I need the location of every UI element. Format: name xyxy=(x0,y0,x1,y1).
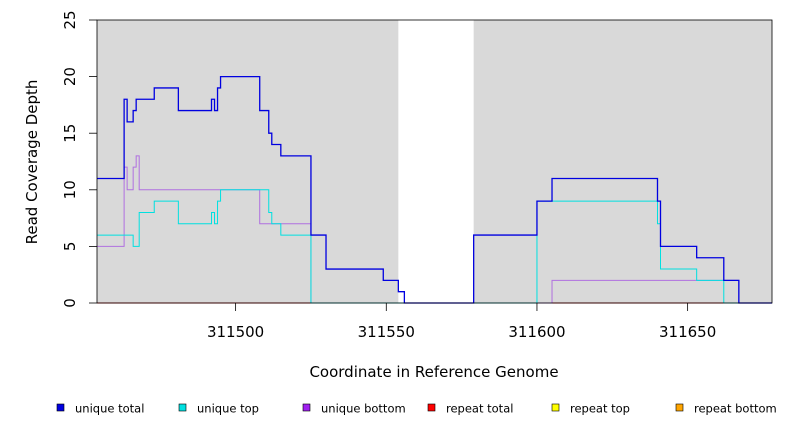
y-tick-label: 0 xyxy=(61,298,79,308)
x-axis: 311500 311550 311600 311650 xyxy=(207,303,716,341)
y-tick-label: 10 xyxy=(61,180,79,199)
y-tick-label: 20 xyxy=(61,67,79,86)
y-axis-title: Read Coverage Depth xyxy=(23,80,41,245)
legend: unique total unique top unique bottom repea… xyxy=(56,402,777,416)
legend-label: unique bottom xyxy=(321,402,406,416)
legend-swatch xyxy=(302,403,311,412)
legend-label: repeat top xyxy=(570,402,630,416)
y-tick-label: 25 xyxy=(61,10,79,29)
series-unique-total xyxy=(97,75,772,304)
legend-swatch xyxy=(675,403,684,412)
legend-item-unique-total: unique total xyxy=(56,402,144,416)
legend-label: repeat total xyxy=(446,402,513,416)
legend-swatch xyxy=(178,403,187,412)
y-tick-label: 15 xyxy=(61,124,79,143)
x-tick-label: 311650 xyxy=(659,323,716,341)
plot-frame xyxy=(96,19,773,304)
plot-background xyxy=(97,20,772,303)
y-axis: 0 5 10 15 20 25 xyxy=(61,10,97,308)
shaded-region-2 xyxy=(473,20,772,303)
legend-label: repeat bottom xyxy=(694,402,777,416)
legend-label: unique total xyxy=(75,402,144,416)
x-tick-label: 311550 xyxy=(358,323,415,341)
legend-item-unique-bottom: unique bottom xyxy=(302,402,406,416)
legend-swatch xyxy=(427,403,436,412)
shaded-region-1 xyxy=(97,20,399,303)
legend-item-unique-top: unique top xyxy=(178,402,259,416)
y-tick-label: 5 xyxy=(61,242,79,252)
legend-item-repeat-bottom: repeat bottom xyxy=(675,402,777,416)
series-unique-bottom xyxy=(97,155,772,304)
x-tick-label: 311600 xyxy=(508,323,565,341)
legend-swatch xyxy=(551,403,560,412)
legend-item-repeat-top: repeat top xyxy=(551,402,630,416)
legend-swatch xyxy=(56,403,65,412)
x-axis-title: Coordinate in Reference Genome xyxy=(309,363,558,381)
legend-label: unique top xyxy=(197,402,259,416)
legend-item-repeat-total: repeat total xyxy=(427,402,513,416)
x-tick-label: 311500 xyxy=(207,323,264,341)
